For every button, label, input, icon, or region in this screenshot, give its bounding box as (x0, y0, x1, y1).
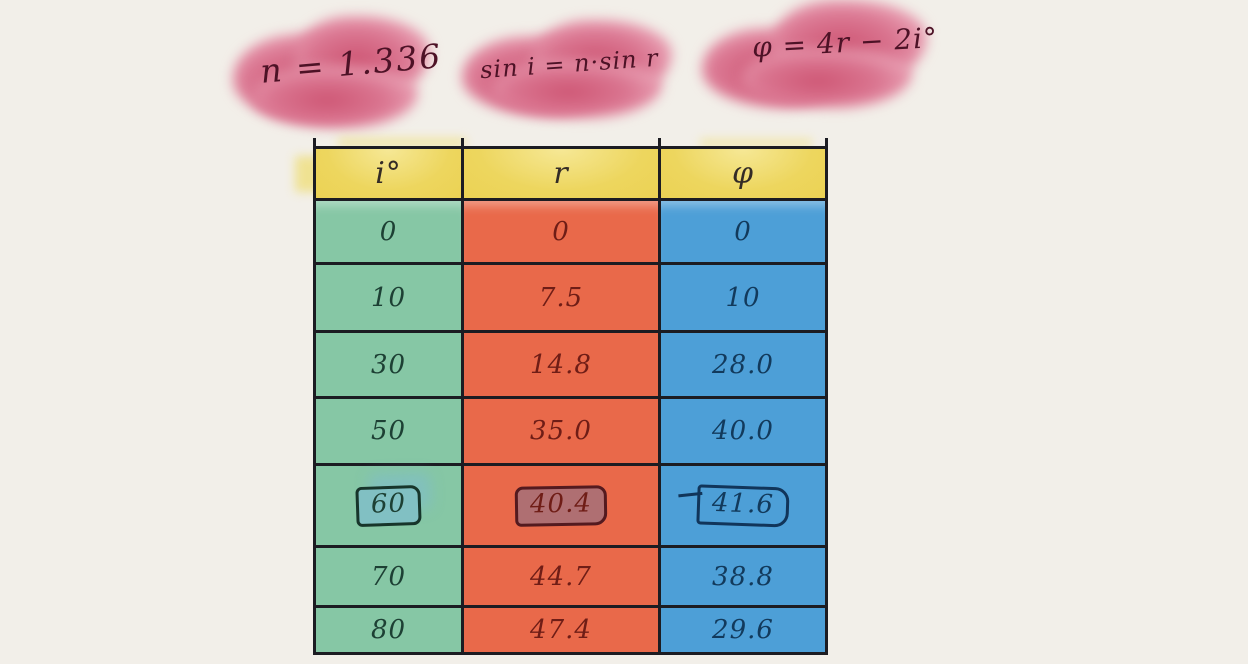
table-cell: 40.0 (661, 399, 828, 466)
ink-tick (313, 138, 316, 147)
table-cell: 10 (661, 265, 828, 333)
table-cell: 35.0 (464, 399, 661, 466)
table-cell: 60 (316, 466, 464, 548)
watercolor-lump (742, 48, 912, 108)
hand-drawn-box: 60 (355, 484, 422, 527)
table-cell: 7.5 (464, 265, 661, 333)
watercolor-lump (253, 66, 418, 128)
table-cell: 28.0 (661, 333, 828, 399)
table-cell: 70 (316, 548, 464, 608)
results-table: i° r φ 0 0 0 10 7.5 10 30 14.8 28.0 50 3… (313, 138, 828, 655)
watercolor-lump (492, 60, 662, 118)
table-cell: 0 (464, 201, 661, 265)
yellow-marker-smear (338, 138, 466, 147)
table-header-r: r (464, 149, 661, 201)
table-cell: 30 (316, 333, 464, 399)
table-cell: 80 (316, 608, 464, 655)
ink-tick (658, 138, 661, 147)
table-header-phi: φ (661, 149, 828, 201)
table-cell: 14.8 (464, 333, 661, 399)
pink-highlight-blob (233, 14, 433, 132)
ink-tick (825, 138, 828, 147)
ink-tick (461, 138, 464, 147)
table-cell: 50 (316, 399, 464, 466)
table-cell: 47.4 (464, 608, 661, 655)
table-cell: 40.4 (464, 466, 661, 548)
table-cell: 44.7 (464, 548, 661, 608)
yellow-marker-smear (700, 139, 812, 147)
table-cell: 10 (316, 265, 464, 333)
table-cell: 0 (661, 201, 828, 265)
table-cell: 38.8 (661, 548, 828, 608)
table-header-i: i° (316, 149, 464, 201)
table-cell: 0 (316, 201, 464, 265)
hand-drawn-box: 41.6 (696, 483, 790, 528)
table-cell: 41.6 (661, 466, 828, 548)
pink-highlight-blob (702, 0, 932, 112)
table-cell: 29.6 (661, 608, 828, 655)
pink-highlight-blob (462, 20, 672, 122)
hand-drawn-box: 40.4 (514, 484, 608, 527)
